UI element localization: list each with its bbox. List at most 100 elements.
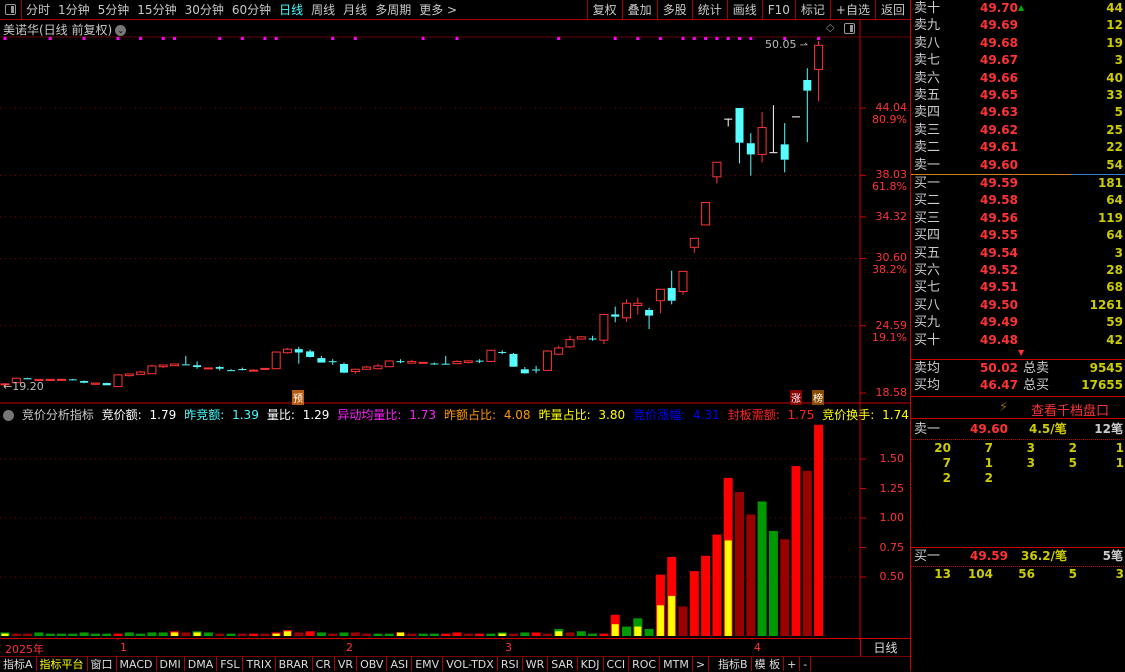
- indicator-tab[interactable]: MACD: [117, 657, 157, 671]
- ask-level-row[interactable]: 卖六 49.66 40: [911, 70, 1125, 87]
- candle-body: [452, 360, 462, 365]
- period-tab[interactable]: 30分钟: [184, 3, 224, 17]
- tool-button[interactable]: 复权: [586, 0, 622, 20]
- bid-level-row[interactable]: 买三 49.56 119: [911, 210, 1125, 227]
- period-tab[interactable]: 15分钟: [137, 3, 177, 17]
- ask-level-row[interactable]: 卖一 49.60 54: [911, 157, 1125, 174]
- bid-level-row[interactable]: 买四 49.55 64: [911, 227, 1125, 244]
- candle-body: [203, 367, 213, 370]
- indicator-bar: [384, 633, 394, 636]
- indicator-tab[interactable]: FSL: [217, 657, 244, 671]
- level-volume: 25: [1106, 122, 1123, 137]
- candle: [780, 123, 789, 173]
- indicator-tab[interactable]: TRIX: [243, 657, 276, 671]
- ask-level-row[interactable]: 卖二 49.61 22: [911, 139, 1125, 156]
- panel-toggle-icon[interactable]: [844, 23, 855, 34]
- indicator-axis-label: 1.50: [879, 452, 905, 465]
- candle: [0, 383, 10, 387]
- tool-button[interactable]: 画线: [726, 0, 762, 20]
- period-tab[interactable]: 60分钟: [231, 3, 272, 17]
- indicator-tab[interactable]: ROC: [629, 657, 661, 671]
- bid-level-row[interactable]: 买五 49.54 3: [911, 245, 1125, 262]
- bid-level-row[interactable]: 买六 49.52 28: [911, 262, 1125, 279]
- diamond-icon[interactable]: ◇: [826, 21, 835, 34]
- bid-level-row[interactable]: 买七 49.51 68: [911, 279, 1125, 296]
- chevron-down-icon[interactable]: ⌄: [115, 25, 127, 36]
- indicator-tab[interactable]: KDJ: [578, 657, 604, 671]
- indicator-bar: [576, 631, 586, 636]
- ask-level-row[interactable]: 卖四 49.63 5: [911, 104, 1125, 121]
- indicator-tab[interactable]: VOL-TDX: [443, 657, 498, 671]
- indicator-tab[interactable]: 指标A: [0, 657, 37, 671]
- indicator-tab[interactable]: >: [693, 657, 710, 671]
- indicator-tab[interactable]: CR: [313, 657, 335, 671]
- bid-level-row[interactable]: 买一 49.59 181: [911, 175, 1125, 192]
- bid-level-row[interactable]: 买八 49.50 1261: [911, 297, 1125, 314]
- tool-button[interactable]: 叠加: [621, 0, 657, 20]
- indicator-item: 量比: 1.29: [267, 408, 334, 422]
- badge-bang[interactable]: 榜: [812, 390, 824, 405]
- ask-level-row[interactable]: 卖九 49.69 12: [911, 17, 1125, 34]
- period-tab[interactable]: 月线: [343, 3, 368, 17]
- candle: [746, 133, 755, 176]
- ask-level-row[interactable]: 卖三 49.62 25: [911, 122, 1125, 139]
- indicator-item-value: 1.29: [302, 408, 330, 422]
- period-tab[interactable]: 5分钟: [97, 3, 130, 17]
- tool-button[interactable]: F10: [761, 0, 795, 20]
- candle-body: [689, 237, 699, 248]
- ask-level-row[interactable]: 卖七 49.67 3: [911, 52, 1125, 69]
- indicator-tab[interactable]: WR: [523, 657, 549, 671]
- level-price: 49.62: [980, 122, 1018, 137]
- panel-toggle-button[interactable]: [0, 0, 22, 20]
- tool-button[interactable]: 统计: [691, 0, 727, 20]
- indicator-tab[interactable]: OBV: [357, 657, 388, 671]
- tool-button[interactable]: +自选: [829, 0, 875, 20]
- indicator-tab[interactable]: 窗口: [88, 657, 117, 671]
- lightning-icon: ⚡: [999, 400, 1009, 415]
- period-tab[interactable]: 周线: [311, 3, 336, 17]
- order-queue-value: 104: [967, 567, 993, 581]
- summary-row[interactable]: 买均 46.47 总买 17655: [911, 377, 1125, 394]
- indicator-tab[interactable]: 模 板: [752, 657, 785, 671]
- indicator-item-label: 竞价额:: [101, 408, 146, 422]
- period-tab[interactable]: 日线: [279, 3, 304, 17]
- badge-yu[interactable]: 预: [292, 390, 304, 405]
- indicator-tab[interactable]: CCI: [604, 657, 630, 671]
- indicator-tab[interactable]: DMI: [157, 657, 185, 671]
- indicator-tab[interactable]: 指标平台: [37, 657, 88, 671]
- tool-button[interactable]: 多股: [656, 0, 692, 20]
- badge-zhang[interactable]: 涨: [790, 390, 802, 405]
- indicator-tab[interactable]: +: [784, 657, 801, 671]
- indicator-tab[interactable]: 指标B: [715, 657, 752, 671]
- candle: [701, 202, 711, 226]
- indicator-tab[interactable]: MTM: [660, 657, 693, 671]
- ask-level-row[interactable]: 卖十 49.70 44: [911, 0, 1125, 17]
- bid-level-row[interactable]: 买九 49.49 59: [911, 314, 1125, 331]
- bid-level-row[interactable]: 买二 49.58 64: [911, 192, 1125, 209]
- tool-button[interactable]: 返回: [874, 0, 910, 20]
- indicator-tab[interactable]: VR: [335, 657, 358, 671]
- summary-row[interactable]: 卖均 50.02 总卖 9545: [911, 360, 1125, 377]
- indicator-tab[interactable]: DMA: [185, 657, 218, 671]
- bid-level-row[interactable]: 买十 49.48 42: [911, 332, 1125, 349]
- period-tab[interactable]: 更多 >: [419, 3, 458, 17]
- indicator-name[interactable]: 竞价分析指标: [21, 408, 94, 422]
- view-full-depth-link[interactable]: 查看千档盘口: [1031, 404, 1110, 419]
- chevron-down-icon[interactable]: [3, 410, 14, 421]
- ask-level-row[interactable]: 卖五 49.65 33: [911, 87, 1125, 104]
- indicator-tab[interactable]: BRAR: [276, 657, 313, 671]
- period-tab[interactable]: 多周期: [375, 3, 412, 17]
- indicator-bar: [622, 626, 631, 636]
- indicator-tab[interactable]: RSI: [498, 657, 523, 671]
- tool-button[interactable]: 标记: [794, 0, 830, 20]
- indicator-tab[interactable]: ASI: [387, 657, 413, 671]
- period-tab[interactable]: 1分钟: [58, 3, 90, 17]
- candle: [757, 111, 767, 163]
- indicator-tab[interactable]: SAR: [548, 657, 578, 671]
- ask-level-row[interactable]: 卖八 49.68 19: [911, 35, 1125, 52]
- indicator-tab[interactable]: -: [800, 657, 812, 671]
- indicator-tab[interactable]: EMV: [412, 657, 444, 671]
- kline-chart[interactable]: [0, 0, 910, 640]
- period-tab[interactable]: 分时: [26, 3, 51, 17]
- stock-title[interactable]: 美诺华(日线 前复权) ⌄: [3, 21, 127, 38]
